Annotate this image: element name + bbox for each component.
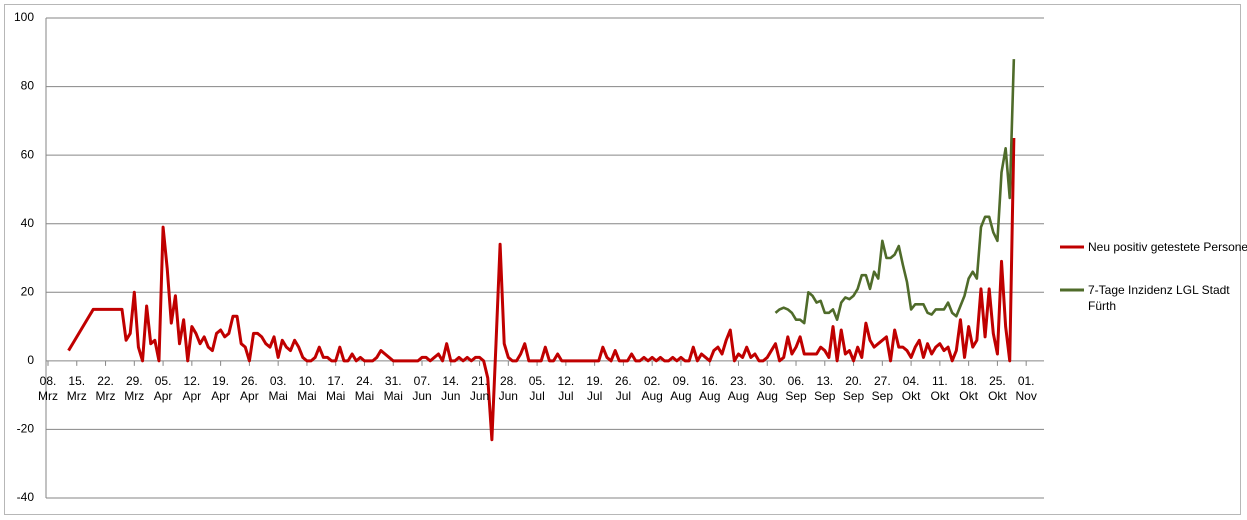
x-tick-label: 08. Mrz	[38, 374, 58, 403]
x-tick-label: 16. Aug	[699, 374, 721, 403]
y-tick-label: -20	[17, 422, 35, 436]
x-tick-label: 15. Mrz	[66, 374, 87, 403]
y-tick-label: 40	[21, 216, 35, 230]
x-tick-label: 20. Sep	[842, 374, 865, 403]
x-tick-label: 04. Okt	[901, 374, 921, 403]
x-tick-label: 29. Mrz	[124, 374, 145, 403]
legend-label: Neu positiv getestete Personen	[1088, 240, 1247, 254]
y-tick-label: 80	[21, 79, 35, 93]
x-tick-label: 09. Aug	[670, 374, 692, 403]
y-tick-label: 20	[21, 284, 35, 298]
y-tick-label: 0	[27, 353, 34, 367]
x-tick-label: 19. Apr	[211, 374, 230, 403]
x-tick-label: 05. Jul	[528, 374, 546, 403]
x-tick-label: 12. Apr	[182, 374, 202, 403]
x-tick-label: 14. Jun	[441, 374, 461, 403]
x-tick-label: 05. Apr	[153, 374, 173, 403]
x-tick-label: 24. Mai	[354, 374, 375, 403]
x-tick-label: 03. Mai	[268, 374, 288, 403]
legend-label: 7-Tage Inzidenz LGL Stadt Fürth	[1088, 283, 1230, 313]
x-tick-label: 26. Apr	[240, 374, 259, 403]
x-tick-label: 19. Jul	[586, 374, 603, 403]
x-tick-label: 22. Mrz	[95, 374, 116, 403]
x-tick-label: 01. Nov	[1015, 374, 1037, 403]
data-line	[774, 59, 1016, 325]
x-tick-label: 10. Mai	[297, 374, 317, 403]
y-tick-label: -40	[17, 490, 35, 504]
x-tick-label: 06. Sep	[785, 374, 807, 403]
x-tick-label: 02. Aug	[641, 374, 663, 403]
x-tick-label: 21. Jun	[469, 374, 490, 403]
x-tick-label: 26. Jul	[615, 374, 632, 403]
chart-border	[4, 4, 1241, 515]
x-tick-label: 11. Okt	[930, 374, 950, 403]
x-tick-label: 28. Jun	[498, 374, 518, 403]
y-tick-label: 100	[14, 10, 34, 24]
x-tick-label: 18. Okt	[959, 374, 978, 403]
x-tick-label: 12. Jul	[557, 374, 575, 403]
data-line	[67, 137, 1016, 442]
x-tick-label: 23. Aug	[727, 374, 750, 403]
x-tick-label: 13. Sep	[814, 374, 836, 403]
x-tick-label: 17. Mai	[326, 374, 346, 403]
y-tick-label: 60	[21, 147, 35, 161]
x-tick-label: 07. Jun	[412, 374, 432, 403]
x-tick-label: 31. Mai	[383, 374, 403, 403]
x-tick-label: 30. Aug	[756, 374, 778, 403]
x-tick-label: 25. Okt	[988, 374, 1007, 403]
x-tick-label: 27. Sep	[871, 374, 893, 403]
